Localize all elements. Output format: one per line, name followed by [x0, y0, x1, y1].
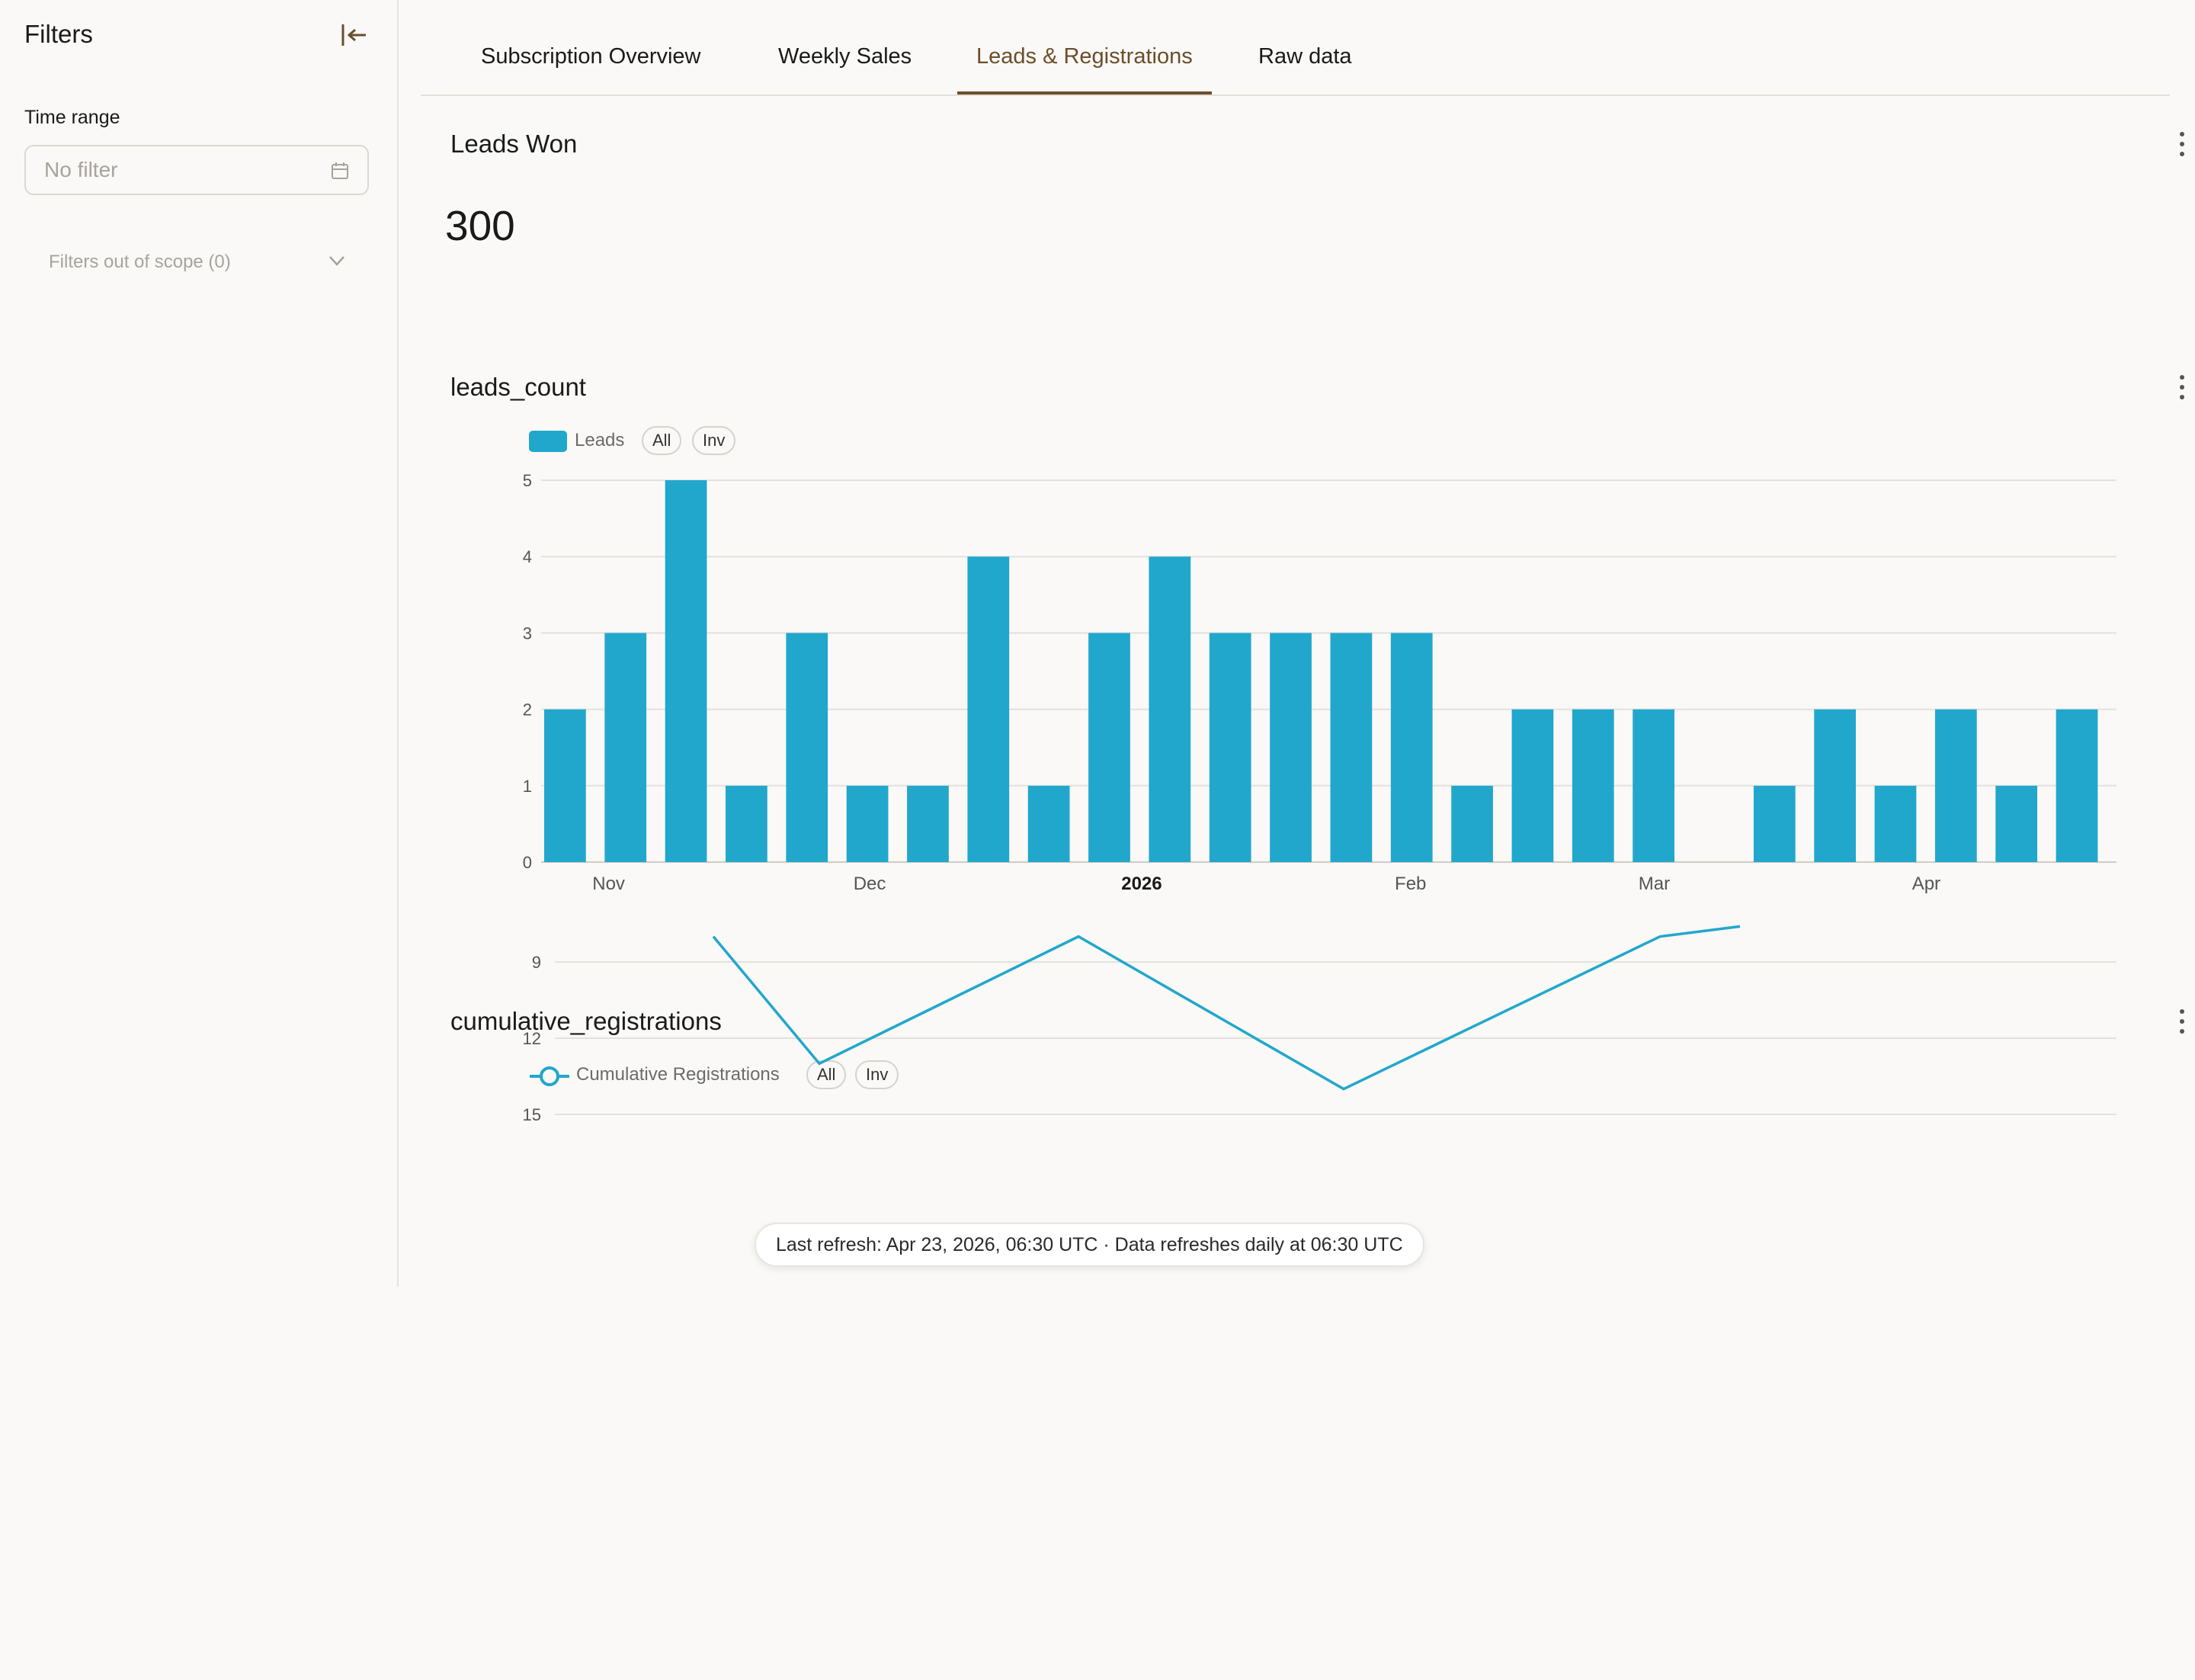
- last-refresh-tooltip: Last refresh: Apr 23, 2026, 06:30 UTC · …: [755, 1223, 1424, 1267]
- tab-raw-data[interactable]: Raw data: [1258, 44, 1352, 69]
- tab-bar: Subscription Overview Weekly Sales Leads…: [421, 0, 2170, 96]
- x-tick-label: Mar: [1639, 874, 1670, 894]
- bar: [846, 785, 889, 862]
- cumulative-registrations-title: cumulative_registrations: [450, 1007, 722, 1035]
- bar: [1511, 709, 1554, 862]
- bar: [1874, 785, 1917, 862]
- bar: [665, 480, 707, 862]
- tab-subscription-overview[interactable]: Subscription Overview: [481, 44, 701, 69]
- leads-won-menu-icon[interactable]: [2177, 131, 2187, 157]
- bar: [1451, 785, 1493, 862]
- tab-weekly-sales[interactable]: Weekly Sales: [778, 44, 912, 69]
- cumulative-legend-inv-button[interactable]: Inv: [855, 1060, 899, 1089]
- x-tick-label: 2026: [1121, 874, 1162, 894]
- time-range-input[interactable]: No filter: [24, 145, 369, 195]
- leads-count-menu-icon[interactable]: [2177, 374, 2187, 400]
- cumulative-registrations-line-chart: 9 12 15: [523, 925, 2116, 1124]
- y-tick-label: 12: [523, 1029, 541, 1048]
- leads-won-value: 300: [445, 202, 515, 249]
- bar: [544, 709, 586, 862]
- y-tick-label: 1: [523, 777, 532, 796]
- bar: [1814, 709, 1857, 862]
- bar: [1572, 709, 1614, 862]
- chevron-down-icon[interactable]: [328, 254, 346, 268]
- y-tick-label: 5: [523, 471, 532, 490]
- time-range-label: Time range: [24, 107, 120, 128]
- cumulative-menu-icon[interactable]: [2177, 1008, 2187, 1034]
- y-tick-label: 3: [523, 624, 532, 643]
- x-tick-label: Feb: [1395, 874, 1426, 894]
- bar: [1753, 785, 1796, 862]
- x-tick-label: Nov: [592, 874, 625, 894]
- tab-leads-registrations[interactable]: Leads & Registrations: [976, 44, 1193, 69]
- filters-out-of-scope[interactable]: Filters out of scope (0): [49, 252, 231, 272]
- main-content: Subscription Overview Weekly Sales Leads…: [399, 0, 2195, 1287]
- bar: [1633, 709, 1674, 862]
- leads-legend-all-button[interactable]: All: [642, 426, 682, 455]
- leads-legend-label[interactable]: Leads: [575, 430, 625, 450]
- y-tick-label: 9: [532, 953, 541, 972]
- y-tick-label: 2: [523, 701, 532, 720]
- dashboard-app: Filters Time range No filter Filters out…: [0, 0, 2195, 1287]
- leads-won-title: Leads Won: [450, 130, 578, 158]
- bar: [1390, 633, 1433, 862]
- calendar-icon: [332, 162, 348, 179]
- bar: [1995, 785, 2038, 862]
- leads-legend-inv-button[interactable]: Inv: [692, 426, 736, 455]
- bar: [1934, 709, 1977, 862]
- bar: [1270, 633, 1312, 862]
- x-tick-label: Dec: [854, 874, 886, 894]
- y-tick-label: 4: [523, 547, 532, 566]
- collapse-sidebar-icon[interactable]: [338, 20, 369, 50]
- leads-legend-swatch[interactable]: [529, 431, 567, 452]
- bar: [967, 556, 1010, 862]
- bar: [1149, 556, 1191, 862]
- bar: [786, 633, 828, 862]
- bar: [907, 785, 949, 862]
- filters-sidebar: Filters Time range No filter Filters out…: [0, 0, 399, 1287]
- sidebar-title: Filters: [24, 20, 93, 48]
- leads-count-bar-chart: 0 1 2 3 4 5 Nov Dec 2026 Feb Mar Apr: [523, 471, 2116, 894]
- x-tick-label: Apr: [1912, 874, 1940, 894]
- cumulative-legend-all-button[interactable]: All: [806, 1060, 847, 1089]
- bar: [1088, 633, 1130, 862]
- bar: [2056, 709, 2098, 862]
- active-tab-underline: [957, 91, 1212, 95]
- series-line: [712, 925, 1741, 1091]
- cumulative-legend-label[interactable]: Cumulative Registrations: [576, 1064, 780, 1085]
- bar: [604, 633, 647, 862]
- leads-count-title: leads_count: [450, 373, 586, 401]
- bar: [1330, 633, 1373, 862]
- bar: [1209, 633, 1251, 862]
- y-tick-label: 15: [523, 1105, 541, 1124]
- bar: [1027, 785, 1070, 862]
- time-range-placeholder: No filter: [44, 158, 118, 181]
- y-tick-label: 0: [523, 853, 532, 872]
- cumulative-legend-line-icon[interactable]: [530, 1065, 569, 1088]
- bar: [726, 785, 767, 862]
